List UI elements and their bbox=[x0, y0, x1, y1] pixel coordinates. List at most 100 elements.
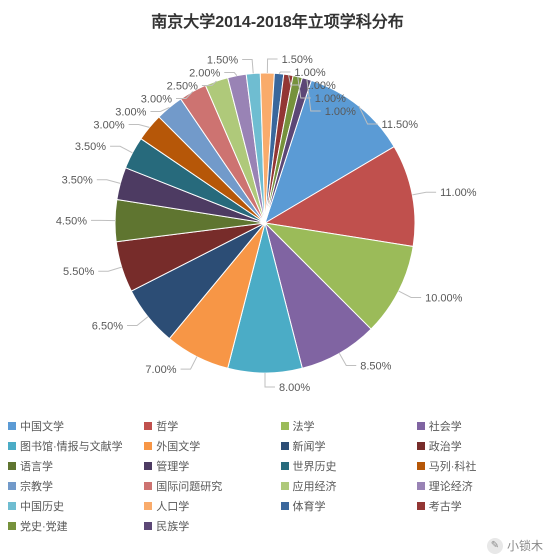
legend-label: 法学 bbox=[293, 418, 315, 434]
legend-swatch bbox=[417, 462, 425, 470]
legend-label: 世界历史 bbox=[293, 458, 337, 474]
legend: 中国文学 哲学 法学 社会学图书馆·情报与文献学 外国文学 新闻学 政治学语言学 管理学 世界历… bbox=[8, 418, 547, 534]
legend-item: 马列·科社 bbox=[417, 458, 547, 474]
legend-swatch bbox=[144, 442, 152, 450]
legend-swatch bbox=[417, 442, 425, 450]
legend-label: 管理学 bbox=[156, 458, 189, 474]
legend-item: 世界历史 bbox=[281, 458, 411, 474]
legend-item: 人口学 bbox=[144, 498, 274, 514]
legend-swatch bbox=[144, 482, 152, 490]
legend-swatch bbox=[8, 502, 16, 510]
legend-item: 语言学 bbox=[8, 458, 138, 474]
watermark-icon: ✎ bbox=[487, 538, 503, 554]
leader-line bbox=[224, 73, 237, 76]
legend-swatch bbox=[8, 482, 16, 490]
legend-swatch bbox=[144, 522, 152, 530]
slice-label: 3.00% bbox=[115, 106, 146, 118]
legend-swatch bbox=[417, 422, 425, 430]
legend-label: 考古学 bbox=[429, 498, 462, 514]
legend-item: 新闻学 bbox=[281, 438, 411, 454]
leader-line bbox=[97, 180, 121, 184]
legend-swatch bbox=[8, 422, 16, 430]
legend-label: 政治学 bbox=[429, 438, 462, 454]
legend-item: 体育学 bbox=[281, 498, 411, 514]
slice-label: 1.00% bbox=[325, 106, 356, 118]
legend-swatch bbox=[281, 502, 289, 510]
leader-line bbox=[127, 317, 148, 326]
slice-label: 1.00% bbox=[315, 93, 346, 105]
legend-label: 社会学 bbox=[429, 418, 462, 434]
slice-label: 2.00% bbox=[189, 67, 220, 79]
legend-label: 人口学 bbox=[156, 498, 189, 514]
slice-label: 1.50% bbox=[207, 54, 238, 66]
legend-label: 图书馆·情报与文献学 bbox=[20, 438, 123, 454]
legend-item: 管理学 bbox=[144, 458, 274, 474]
legend-item: 应用经济 bbox=[281, 478, 411, 494]
leader-line bbox=[181, 357, 197, 369]
legend-swatch bbox=[8, 442, 16, 450]
slice-label: 2.50% bbox=[167, 80, 198, 92]
legend-swatch bbox=[281, 462, 289, 470]
legend-label: 新闻学 bbox=[293, 438, 326, 454]
legend-label: 外国文学 bbox=[156, 438, 200, 454]
slice-label: 1.50% bbox=[282, 54, 313, 66]
legend-item: 中国文学 bbox=[8, 418, 138, 434]
slice-label: 1.00% bbox=[305, 80, 336, 92]
legend-item: 国际问题研究 bbox=[144, 478, 274, 494]
legend-item: 中国历史 bbox=[8, 498, 138, 514]
leader-line bbox=[242, 60, 253, 74]
leader-line bbox=[267, 59, 277, 73]
legend-label: 应用经济 bbox=[293, 478, 337, 494]
slice-label: 7.00% bbox=[145, 364, 176, 376]
legend-item: 外国文学 bbox=[144, 438, 274, 454]
legend-label: 哲学 bbox=[156, 418, 178, 434]
legend-item: 法学 bbox=[281, 418, 411, 434]
watermark: ✎ 小锁木 bbox=[487, 537, 543, 554]
slice-label: 11.00% bbox=[440, 187, 477, 199]
legend-label: 马列·科社 bbox=[429, 458, 477, 474]
legend-swatch bbox=[144, 422, 152, 430]
legend-label: 中国文学 bbox=[20, 418, 64, 434]
legend-label: 宗教学 bbox=[20, 478, 53, 494]
slice-label: 3.00% bbox=[141, 93, 172, 105]
leader-line bbox=[110, 146, 132, 153]
slice-label: 3.00% bbox=[93, 119, 124, 131]
watermark-text: 小锁木 bbox=[507, 537, 543, 554]
chart-container: 南京大学2014-2018年立项学科分布 11.50%11.00%10.00%8… bbox=[0, 0, 555, 560]
legend-label: 党史·党建 bbox=[20, 518, 68, 534]
legend-swatch bbox=[8, 522, 16, 530]
leader-line bbox=[399, 291, 421, 297]
slice-label: 1.00% bbox=[294, 67, 325, 79]
legend-item: 政治学 bbox=[417, 438, 547, 454]
legend-label: 语言学 bbox=[20, 458, 53, 474]
legend-swatch bbox=[417, 482, 425, 490]
leader-line bbox=[98, 267, 121, 271]
legend-item: 考古学 bbox=[417, 498, 547, 514]
slice-label: 8.50% bbox=[360, 360, 391, 372]
slice-label: 3.50% bbox=[62, 175, 93, 187]
slice-label: 6.50% bbox=[92, 320, 123, 332]
legend-item: 理论经济 bbox=[417, 478, 547, 494]
slice-label: 5.50% bbox=[63, 266, 94, 278]
leader-line bbox=[339, 353, 356, 365]
legend-item: 图书馆·情报与文献学 bbox=[8, 438, 138, 454]
slice-label: 10.00% bbox=[425, 292, 463, 304]
slice-label: 8.00% bbox=[279, 382, 310, 394]
pie-chart: 11.50% 11.00% 10.00% 8.50% 8.00% 7.00% 6.50% 5.… bbox=[0, 28, 555, 444]
legend-label: 理论经济 bbox=[429, 478, 473, 494]
slice-label: 11.50% bbox=[382, 119, 419, 131]
legend-label: 中国历史 bbox=[20, 498, 64, 514]
legend-swatch bbox=[144, 502, 152, 510]
legend-item: 宗教学 bbox=[8, 478, 138, 494]
slice-label: 4.50% bbox=[56, 215, 87, 227]
legend-label: 国际问题研究 bbox=[156, 478, 222, 494]
legend-swatch bbox=[417, 502, 425, 510]
legend-swatch bbox=[281, 422, 289, 430]
leader-line bbox=[129, 125, 150, 128]
legend-item: 社会学 bbox=[417, 418, 547, 434]
legend-item: 哲学 bbox=[144, 418, 274, 434]
legend-swatch bbox=[144, 462, 152, 470]
legend-item: 民族学 bbox=[144, 518, 274, 534]
legend-item: 党史·党建 bbox=[8, 518, 138, 534]
legend-swatch bbox=[281, 442, 289, 450]
